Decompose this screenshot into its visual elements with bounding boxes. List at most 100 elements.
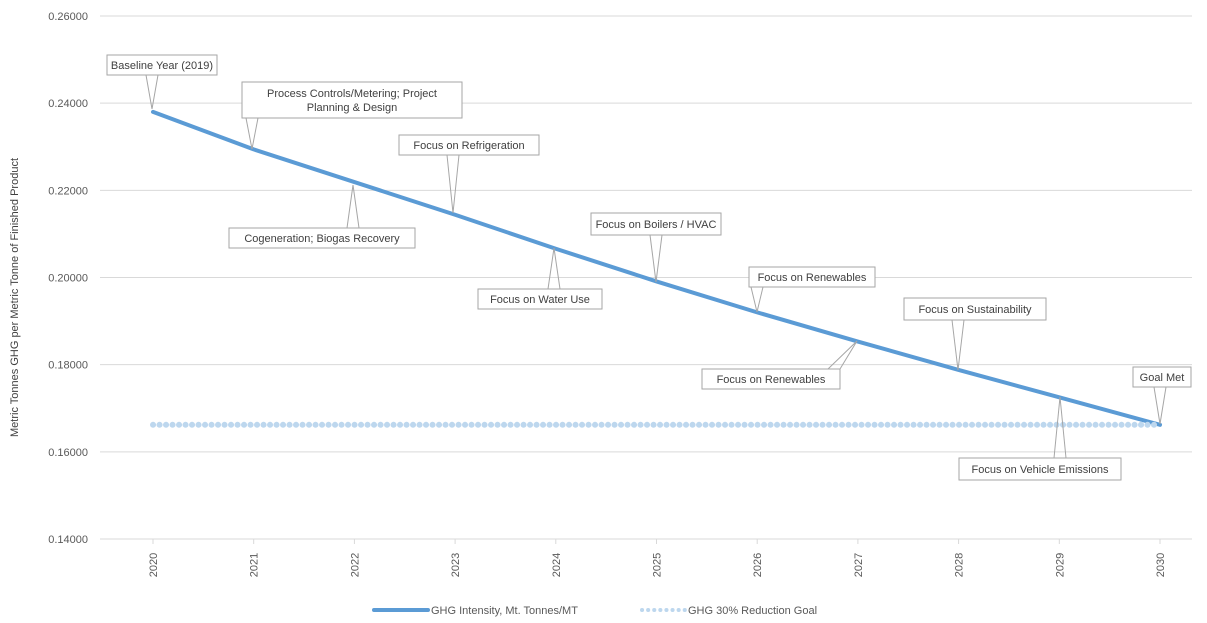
callout-box xyxy=(241,81,463,119)
callout-label: Cogeneration; Biogas Recovery xyxy=(244,233,400,245)
annotations: Baseline Year (2019) Process Controls/Met… xyxy=(106,54,1192,481)
callout-leader xyxy=(352,184,360,229)
callout-leader xyxy=(151,74,159,110)
callout-leader xyxy=(951,319,959,371)
data-point xyxy=(856,423,860,427)
callout-box xyxy=(1132,366,1192,388)
callout-box xyxy=(701,368,841,390)
x-tick-label: 2024 xyxy=(551,553,563,577)
y-tick-label: 0.14000 xyxy=(48,534,88,546)
data-point xyxy=(453,213,457,217)
x-tick-label: 2030 xyxy=(1155,553,1167,577)
callout: Cogeneration; Biogas Recovery xyxy=(228,184,416,249)
callout-box xyxy=(228,227,416,249)
callout-label: Focus on Renewables xyxy=(717,374,826,386)
x-tick-label: 2022 xyxy=(349,553,361,577)
data-point xyxy=(352,423,356,427)
callout-box xyxy=(590,212,722,236)
data-point xyxy=(252,423,256,427)
callout-leader xyxy=(839,340,858,370)
callout-box xyxy=(106,54,218,76)
callout-label: Planning & Design xyxy=(307,102,398,114)
callout-leader xyxy=(756,286,764,313)
callout-leader xyxy=(957,319,965,371)
y-axis: 0.14000 0.16000 0.18000 0.20000 0.22000 0.240… xyxy=(9,11,88,546)
callout-label: Baseline Year (2019) xyxy=(111,60,213,72)
y-axis-title: Metric Tonnes GHG per Metric Tonne of Fi… xyxy=(9,158,21,437)
callout-leader xyxy=(750,286,758,313)
callout-leader xyxy=(452,154,460,214)
data-point xyxy=(352,180,356,184)
callout-leader xyxy=(346,184,354,229)
callout-label: Focus on Boilers / HVAC xyxy=(596,219,717,231)
x-tick-label: 2020 xyxy=(148,553,160,577)
legend-label: GHG 30% Reduction Goal xyxy=(688,605,817,617)
callout: Focus on Sustainability xyxy=(903,297,1047,371)
callout: Focus on Boilers / HVAC xyxy=(590,212,722,283)
callout: Baseline Year (2019) xyxy=(106,54,218,110)
y-tick-label: 0.16000 xyxy=(48,447,88,459)
callout-leader xyxy=(145,74,153,110)
callout-leader xyxy=(245,117,253,150)
callout: Focus on Water Use xyxy=(477,247,603,310)
callout-box xyxy=(398,134,540,156)
x-axis: 2020 2021 2022 2023 2024 2025 2026 2027 2028 2029… xyxy=(148,539,1167,577)
callout-box xyxy=(748,266,876,288)
callout-leader xyxy=(655,234,663,283)
x-tick-label: 2021 xyxy=(249,553,261,577)
callout-leader xyxy=(553,247,561,290)
callout-leader xyxy=(1059,396,1067,459)
legend-item: GHG Intensity, Mt. Tonnes/MT xyxy=(372,605,578,617)
x-tick-label: 2023 xyxy=(450,553,462,577)
legend-label: GHG Intensity, Mt. Tonnes/MT xyxy=(431,605,578,617)
callout-label: Focus on Refrigeration xyxy=(413,140,524,152)
callout-label: Process Controls/Metering; Project xyxy=(267,88,437,100)
callout-label: Focus on Water Use xyxy=(490,294,590,306)
data-point xyxy=(151,423,155,427)
data-point xyxy=(453,423,457,427)
y-tick-label: 0.20000 xyxy=(48,273,88,285)
callout-leader xyxy=(251,117,259,150)
callout-label: Focus on Vehicle Emissions xyxy=(972,464,1109,476)
data-point xyxy=(755,423,759,427)
callout-label: Focus on Renewables xyxy=(758,272,867,284)
x-tick-label: 2025 xyxy=(652,553,664,577)
y-tick-label: 0.18000 xyxy=(48,360,88,372)
callout: Goal Met xyxy=(1132,366,1192,425)
callout-label: Goal Met xyxy=(1140,372,1185,384)
data-point xyxy=(957,423,961,427)
callout: Focus on Vehicle Emissions xyxy=(958,396,1122,481)
y-tick-label: 0.22000 xyxy=(48,185,88,197)
legend-item: GHG 30% Reduction Goal xyxy=(640,605,817,617)
callout: Process Controls/Metering; Project Planni… xyxy=(241,81,463,150)
callout-box xyxy=(477,288,603,310)
callout-leader xyxy=(1053,396,1061,459)
x-tick-label: 2028 xyxy=(954,553,966,577)
data-point xyxy=(1057,395,1061,399)
callout-leader xyxy=(547,247,555,290)
data-point xyxy=(655,423,659,427)
callout-leader xyxy=(446,154,454,214)
callout-leader xyxy=(649,234,657,283)
callout-label: Focus on Sustainability xyxy=(918,304,1032,316)
callout: Focus on Refrigeration xyxy=(398,134,540,214)
data-point xyxy=(151,110,155,114)
callout-leader xyxy=(827,340,858,370)
callout-leader xyxy=(1159,386,1167,425)
callout: Focus on Renewables xyxy=(748,266,876,313)
ghg-intensity-line xyxy=(151,109,1162,427)
callout: Focus on Renewables xyxy=(701,340,858,390)
y-tick-label: 0.24000 xyxy=(48,98,88,110)
legend: GHG Intensity, Mt. Tonnes/MT GHG 30% Redu… xyxy=(372,605,817,617)
series-lines xyxy=(150,109,1163,428)
callout-box xyxy=(958,457,1122,481)
x-tick-label: 2027 xyxy=(853,553,865,577)
data-point xyxy=(554,423,558,427)
y-tick-label: 0.26000 xyxy=(48,11,88,23)
x-tick-label: 2029 xyxy=(1054,553,1066,577)
callout-leader xyxy=(1153,386,1161,425)
callout-box xyxy=(903,297,1047,321)
x-tick-label: 2026 xyxy=(752,553,764,577)
